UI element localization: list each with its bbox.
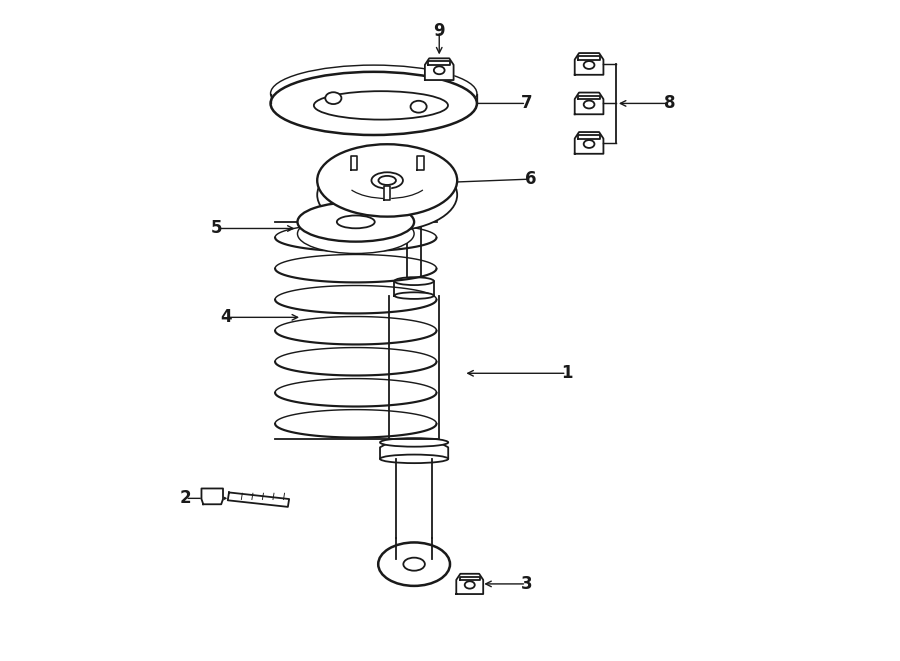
Text: 3: 3 <box>520 575 532 593</box>
Polygon shape <box>384 186 391 200</box>
Text: 8: 8 <box>664 95 676 112</box>
Polygon shape <box>460 576 480 580</box>
Ellipse shape <box>372 173 403 188</box>
Ellipse shape <box>394 292 434 299</box>
Circle shape <box>464 581 475 588</box>
Polygon shape <box>575 93 603 114</box>
Polygon shape <box>407 179 421 281</box>
Ellipse shape <box>298 202 414 242</box>
Ellipse shape <box>337 215 374 228</box>
Text: 4: 4 <box>220 308 231 327</box>
Ellipse shape <box>271 65 477 122</box>
Polygon shape <box>396 459 432 538</box>
Polygon shape <box>579 56 599 59</box>
Ellipse shape <box>380 455 448 463</box>
Circle shape <box>584 100 595 108</box>
Text: 9: 9 <box>434 22 445 40</box>
Text: 7: 7 <box>520 95 532 112</box>
Circle shape <box>434 66 445 74</box>
Ellipse shape <box>380 438 448 447</box>
Ellipse shape <box>271 72 477 135</box>
Ellipse shape <box>403 558 425 570</box>
Circle shape <box>325 93 341 104</box>
Ellipse shape <box>314 91 448 120</box>
Circle shape <box>410 100 427 112</box>
Circle shape <box>584 140 595 148</box>
Text: 5: 5 <box>211 219 222 237</box>
Polygon shape <box>575 53 603 75</box>
Ellipse shape <box>298 214 414 253</box>
Text: 1: 1 <box>561 364 572 382</box>
Polygon shape <box>396 538 432 558</box>
Polygon shape <box>389 295 439 442</box>
Polygon shape <box>351 156 357 171</box>
Ellipse shape <box>317 159 457 231</box>
Polygon shape <box>380 442 448 459</box>
Polygon shape <box>425 58 454 80</box>
Polygon shape <box>228 492 289 507</box>
Ellipse shape <box>378 543 450 586</box>
Circle shape <box>584 61 595 69</box>
Polygon shape <box>579 135 599 139</box>
Polygon shape <box>456 574 483 594</box>
Ellipse shape <box>394 277 434 285</box>
Polygon shape <box>575 132 603 154</box>
Polygon shape <box>202 488 223 504</box>
Text: 2: 2 <box>179 489 191 508</box>
Text: 6: 6 <box>525 170 536 188</box>
Polygon shape <box>394 281 434 295</box>
Polygon shape <box>579 96 599 99</box>
Polygon shape <box>428 61 450 65</box>
Ellipse shape <box>378 176 396 185</box>
Ellipse shape <box>317 144 457 217</box>
Polygon shape <box>418 156 424 171</box>
